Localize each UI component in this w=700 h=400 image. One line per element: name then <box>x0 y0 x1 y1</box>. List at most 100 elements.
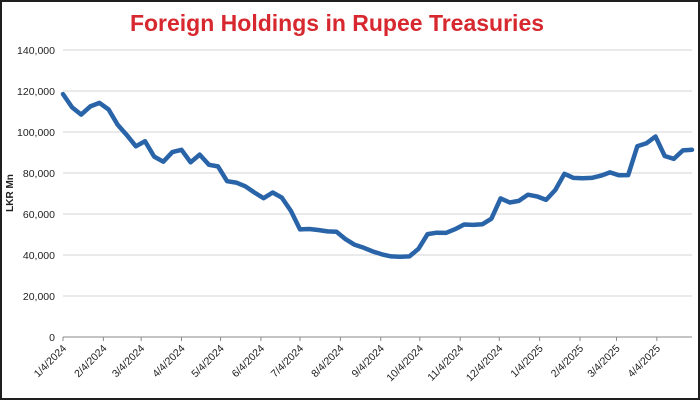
x-tick-label: 3/4/2024 <box>110 343 147 380</box>
data-point <box>371 249 375 254</box>
data-point <box>571 176 576 180</box>
data-point <box>398 255 402 259</box>
data-point <box>435 231 439 235</box>
y-tick-label: 0 <box>49 332 55 344</box>
data-point <box>225 179 229 183</box>
data-point <box>444 231 448 235</box>
data-point <box>316 228 320 232</box>
data-point <box>681 148 685 152</box>
data-point <box>653 134 658 139</box>
data-point <box>663 154 667 158</box>
data-point <box>61 92 65 96</box>
chart-title: Foreign Holdings in Rupee Treasuries <box>130 10 544 36</box>
data-point <box>152 155 156 159</box>
data-point <box>170 150 174 154</box>
x-tick-label: 6/4/2024 <box>230 343 267 380</box>
data-point <box>544 198 548 202</box>
data-point <box>134 144 138 148</box>
data-point <box>262 196 266 200</box>
y-tick-label: 40,000 <box>23 250 55 262</box>
data-point <box>535 194 539 198</box>
data-point <box>298 227 302 231</box>
data-point <box>107 107 111 112</box>
data-point <box>179 148 184 152</box>
data-point <box>252 190 256 195</box>
data-point <box>216 164 220 168</box>
x-tick-label: 1/4/2024 <box>32 343 69 380</box>
data-point <box>380 252 384 256</box>
data-point <box>362 246 366 250</box>
data-point <box>489 217 493 221</box>
data-point <box>234 181 238 185</box>
y-axis-ticks: 0 20,000 40,000 60,000 80,000 100,000 120,000 1… <box>17 45 55 344</box>
x-tick-label: 4/4/2025 <box>626 343 663 380</box>
data-point <box>608 170 612 174</box>
x-tick-label: 3/4/2025 <box>585 343 622 380</box>
x-tick-label: 10/4/2024 <box>384 343 426 385</box>
data-point <box>644 141 649 145</box>
gridlines <box>63 49 692 297</box>
x-tick-label: 4/4/2024 <box>150 343 187 380</box>
data-point <box>508 200 512 205</box>
data-point <box>672 157 676 161</box>
data-point <box>143 139 147 143</box>
data-point <box>389 254 393 258</box>
data-point <box>635 144 639 148</box>
x-tick-label: 8/4/2024 <box>309 343 346 380</box>
data-point <box>480 222 484 226</box>
data-point <box>416 247 421 251</box>
x-tick-label: 1/4/2025 <box>508 343 545 380</box>
data-point <box>526 193 530 197</box>
data-point <box>198 153 202 157</box>
x-tick-label: 12/4/2024 <box>464 343 506 385</box>
y-tick-label: 100,000 <box>17 127 55 139</box>
x-tick-label: 7/4/2024 <box>269 343 306 380</box>
data-point <box>353 243 357 247</box>
data-point <box>690 148 694 152</box>
data-point <box>280 196 284 200</box>
data-point <box>207 163 211 167</box>
data-point <box>617 173 621 177</box>
x-tick-label: 11/4/2024 <box>425 343 466 384</box>
data-point <box>499 196 503 200</box>
data-point <box>344 237 348 241</box>
series-line <box>60 91 695 260</box>
data-point <box>307 227 311 231</box>
data-point <box>471 223 475 227</box>
data-point <box>189 160 193 164</box>
x-tick-label: 2/4/2024 <box>72 343 109 380</box>
data-point <box>599 174 603 178</box>
data-point <box>88 104 92 108</box>
y-tick-label: 80,000 <box>23 168 55 180</box>
data-point <box>116 123 120 127</box>
data-point <box>426 232 430 236</box>
x-tick-label: 9/4/2024 <box>349 343 386 380</box>
y-tick-label: 20,000 <box>23 291 55 303</box>
data-point <box>517 199 521 203</box>
data-point <box>161 160 165 164</box>
data-point <box>79 113 83 117</box>
x-tick-label: 2/4/2025 <box>549 343 586 380</box>
data-point <box>70 105 74 109</box>
y-axis-label: LKR Mn <box>5 174 16 212</box>
data-point <box>289 209 293 213</box>
data-point <box>271 190 275 195</box>
y-tick-label: 140,000 <box>17 45 55 57</box>
data-point <box>581 176 585 180</box>
data-point <box>243 184 247 188</box>
data-point <box>97 101 102 105</box>
x-axis-ticks: 1/4/2024 2/4/2024 3/4/2024 4/4/2024 5/4/2024… <box>32 337 663 384</box>
series-group <box>60 91 695 260</box>
data-point <box>334 230 339 234</box>
data-point <box>553 188 557 192</box>
y-tick-label: 60,000 <box>23 209 55 221</box>
data-point <box>407 254 411 258</box>
data-point <box>562 172 567 176</box>
data-point <box>626 173 630 177</box>
data-point <box>125 133 129 137</box>
data-point <box>590 176 594 180</box>
x-tick-label: 5/4/2024 <box>189 343 226 380</box>
data-point <box>453 227 457 231</box>
